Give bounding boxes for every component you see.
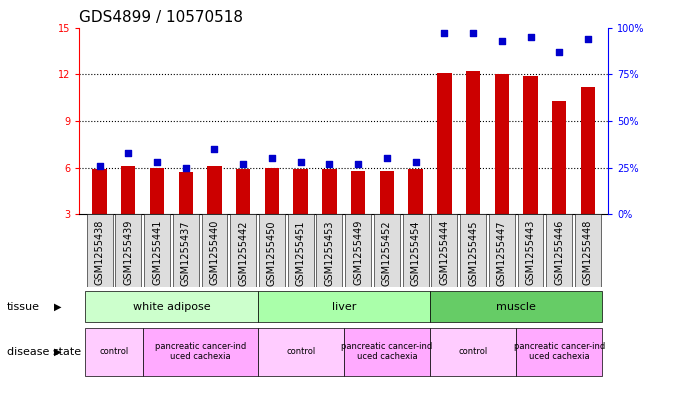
Bar bbox=[265, 167, 279, 214]
Point bbox=[468, 30, 479, 36]
FancyBboxPatch shape bbox=[85, 290, 258, 322]
Bar bbox=[236, 169, 250, 214]
Text: GSM1255451: GSM1255451 bbox=[296, 220, 305, 285]
Point bbox=[324, 161, 335, 167]
Text: GSM1255453: GSM1255453 bbox=[324, 220, 334, 285]
Text: GSM1255440: GSM1255440 bbox=[209, 220, 220, 285]
Bar bbox=[495, 74, 509, 214]
FancyBboxPatch shape bbox=[518, 214, 543, 287]
FancyBboxPatch shape bbox=[259, 214, 285, 287]
Bar bbox=[178, 172, 193, 214]
Text: control: control bbox=[286, 347, 315, 356]
Text: pancreatic cancer-ind
uced cachexia: pancreatic cancer-ind uced cachexia bbox=[341, 342, 433, 362]
Point bbox=[496, 37, 507, 44]
Bar bbox=[379, 171, 394, 214]
Text: GSM1255442: GSM1255442 bbox=[238, 220, 248, 285]
Text: GSM1255445: GSM1255445 bbox=[468, 220, 478, 285]
FancyBboxPatch shape bbox=[344, 328, 430, 376]
FancyBboxPatch shape bbox=[86, 214, 113, 287]
FancyBboxPatch shape bbox=[115, 214, 141, 287]
Bar bbox=[150, 167, 164, 214]
FancyBboxPatch shape bbox=[142, 328, 258, 376]
Point bbox=[180, 164, 191, 171]
Point bbox=[525, 34, 536, 40]
Point bbox=[352, 161, 363, 167]
Text: ▶: ▶ bbox=[54, 347, 61, 357]
Bar bbox=[93, 169, 106, 214]
FancyBboxPatch shape bbox=[144, 214, 170, 287]
FancyBboxPatch shape bbox=[430, 290, 603, 322]
FancyBboxPatch shape bbox=[431, 214, 457, 287]
Point bbox=[381, 155, 392, 161]
FancyBboxPatch shape bbox=[516, 328, 603, 376]
Point bbox=[209, 146, 220, 152]
Bar bbox=[351, 171, 366, 214]
FancyBboxPatch shape bbox=[85, 328, 142, 376]
Point bbox=[295, 159, 306, 165]
Text: GSM1255438: GSM1255438 bbox=[95, 220, 104, 285]
Text: GSM1255454: GSM1255454 bbox=[410, 220, 421, 285]
FancyBboxPatch shape bbox=[575, 214, 601, 287]
Text: muscle: muscle bbox=[496, 301, 536, 312]
Text: tissue: tissue bbox=[7, 301, 40, 312]
Bar bbox=[322, 169, 337, 214]
Text: GSM1255446: GSM1255446 bbox=[554, 220, 565, 285]
Text: GSM1255450: GSM1255450 bbox=[267, 220, 277, 285]
Point bbox=[583, 35, 594, 42]
FancyBboxPatch shape bbox=[374, 214, 400, 287]
Bar bbox=[207, 166, 222, 214]
Bar bbox=[437, 73, 451, 214]
FancyBboxPatch shape bbox=[258, 328, 344, 376]
Point bbox=[238, 161, 249, 167]
Text: pancreatic cancer-ind
uced cachexia: pancreatic cancer-ind uced cachexia bbox=[513, 342, 605, 362]
FancyBboxPatch shape bbox=[403, 214, 428, 287]
Bar bbox=[408, 169, 423, 214]
Text: GSM1255441: GSM1255441 bbox=[152, 220, 162, 285]
Text: GSM1255452: GSM1255452 bbox=[382, 220, 392, 286]
FancyBboxPatch shape bbox=[346, 214, 371, 287]
Bar bbox=[581, 86, 595, 214]
Text: GSM1255437: GSM1255437 bbox=[181, 220, 191, 285]
Point bbox=[151, 159, 162, 165]
FancyBboxPatch shape bbox=[173, 214, 199, 287]
FancyBboxPatch shape bbox=[230, 214, 256, 287]
Text: GSM1255448: GSM1255448 bbox=[583, 220, 593, 285]
Point bbox=[267, 155, 278, 161]
Text: GSM1255449: GSM1255449 bbox=[353, 220, 363, 285]
Text: control: control bbox=[100, 347, 129, 356]
FancyBboxPatch shape bbox=[460, 214, 486, 287]
FancyBboxPatch shape bbox=[202, 214, 227, 287]
FancyBboxPatch shape bbox=[316, 214, 342, 287]
FancyBboxPatch shape bbox=[287, 214, 314, 287]
Text: GDS4899 / 10570518: GDS4899 / 10570518 bbox=[79, 10, 243, 25]
Point bbox=[553, 49, 565, 55]
Bar bbox=[121, 166, 135, 214]
Bar bbox=[466, 71, 480, 214]
Bar bbox=[552, 101, 567, 214]
Point bbox=[410, 159, 421, 165]
Text: ▶: ▶ bbox=[54, 301, 61, 312]
Point bbox=[439, 30, 450, 36]
FancyBboxPatch shape bbox=[430, 328, 516, 376]
Bar bbox=[294, 169, 308, 214]
Text: GSM1255444: GSM1255444 bbox=[439, 220, 449, 285]
Text: pancreatic cancer-ind
uced cachexia: pancreatic cancer-ind uced cachexia bbox=[155, 342, 246, 362]
FancyBboxPatch shape bbox=[547, 214, 572, 287]
Point bbox=[94, 162, 105, 169]
FancyBboxPatch shape bbox=[489, 214, 515, 287]
Bar bbox=[523, 76, 538, 214]
Text: GSM1255439: GSM1255439 bbox=[123, 220, 133, 285]
Text: disease state: disease state bbox=[7, 347, 81, 357]
FancyBboxPatch shape bbox=[258, 290, 430, 322]
Point bbox=[123, 149, 134, 156]
Text: GSM1255447: GSM1255447 bbox=[497, 220, 507, 285]
Text: GSM1255443: GSM1255443 bbox=[526, 220, 536, 285]
Text: control: control bbox=[458, 347, 488, 356]
Text: white adipose: white adipose bbox=[133, 301, 210, 312]
Text: liver: liver bbox=[332, 301, 356, 312]
